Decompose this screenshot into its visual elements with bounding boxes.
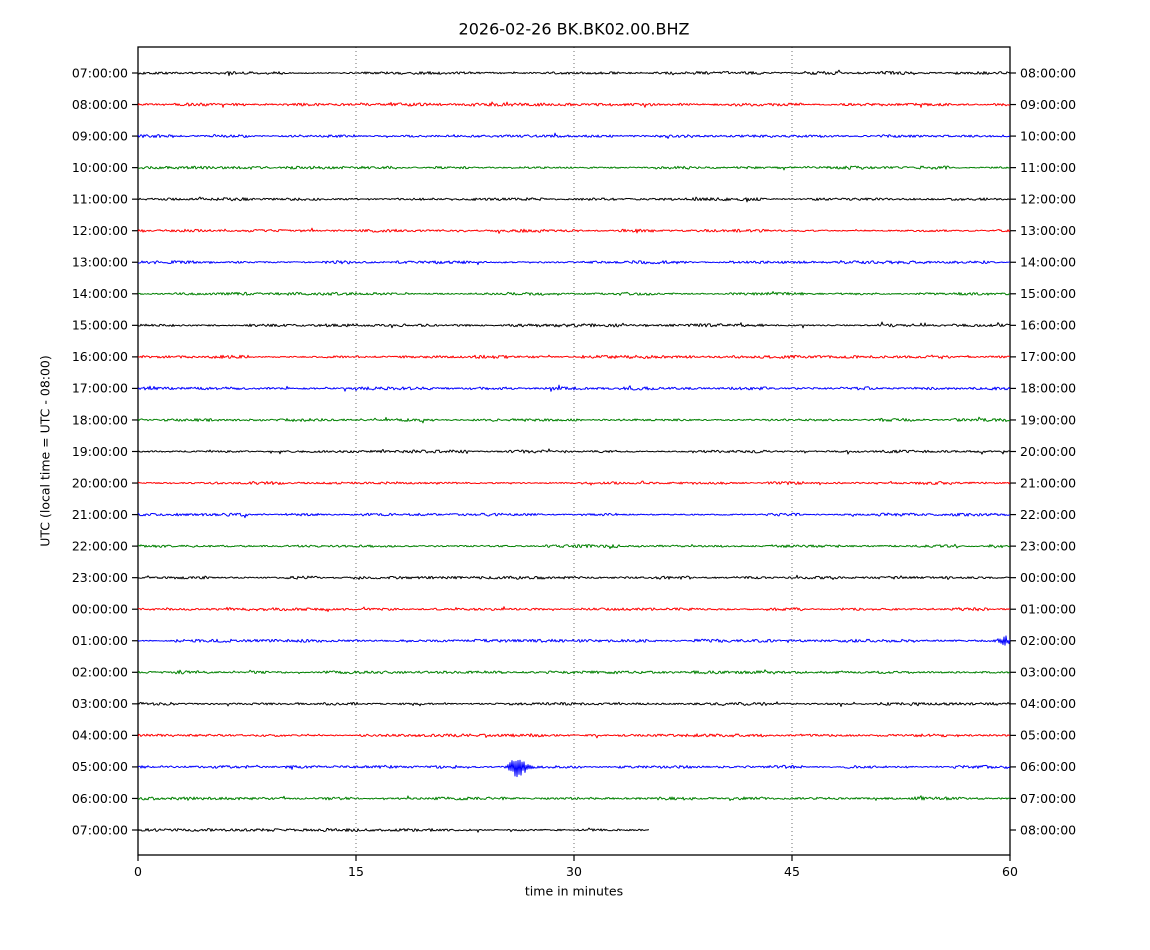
x-tick-label: 30 (566, 864, 582, 879)
row-left-label: 02:00:00 (72, 665, 128, 680)
row-left-label: 12:00:00 (72, 223, 128, 238)
x-tick-label: 45 (784, 864, 800, 879)
trace-row-000000 (137, 606, 1011, 613)
row-right-label: 08:00:00 (1020, 822, 1076, 837)
row-right-label: 20:00:00 (1020, 444, 1076, 459)
row-right-label: 11:00:00 (1020, 160, 1076, 175)
trace-row-150000 (137, 321, 1011, 329)
x-tick-label: 15 (348, 864, 364, 879)
row-left-label: 20:00:00 (72, 475, 128, 490)
trace-row-060000 (137, 795, 1011, 802)
row-right-label: 12:00:00 (1020, 191, 1076, 206)
row-right-label: 10:00:00 (1020, 128, 1076, 143)
row-right-label: 15:00:00 (1020, 286, 1076, 301)
row-left-label: 11:00:00 (72, 191, 128, 206)
row-right-label: 02:00:00 (1020, 633, 1076, 648)
row-right-label: 03:00:00 (1020, 665, 1076, 680)
trace-row-090000 (137, 132, 1011, 139)
row-left-label: 18:00:00 (72, 412, 128, 427)
row-left-label: 07:00:00 (72, 65, 128, 80)
row-right-label: 06:00:00 (1020, 759, 1076, 774)
row-right-label: 07:00:00 (1020, 791, 1076, 806)
row-right-label: 19:00:00 (1020, 412, 1076, 427)
row-left-label: 16:00:00 (72, 349, 128, 364)
trace-row-010000 (137, 635, 1011, 646)
row-left-label: 14:00:00 (72, 286, 128, 301)
row-right-label: 16:00:00 (1020, 318, 1076, 333)
row-right-label: 22:00:00 (1020, 507, 1076, 522)
trace-row-200000 (137, 480, 1011, 486)
row-right-label: 04:00:00 (1020, 696, 1076, 711)
row-right-label: 01:00:00 (1020, 602, 1076, 617)
row-right-label: 09:00:00 (1020, 97, 1076, 112)
trace-row-030000 (137, 701, 1011, 707)
row-left-label: 21:00:00 (72, 507, 128, 522)
row-left-label: 01:00:00 (72, 633, 128, 648)
trace-row-100000 (137, 165, 1011, 171)
row-left-label: 03:00:00 (72, 696, 128, 711)
row-left-label: 04:00:00 (72, 728, 128, 743)
trace-row-050000 (137, 759, 1011, 778)
trace-row-070000 (137, 827, 650, 833)
row-right-label: 21:00:00 (1020, 475, 1076, 490)
row-left-label: 00:00:00 (72, 602, 128, 617)
row-right-label: 23:00:00 (1020, 538, 1076, 553)
trace-row-130000 (137, 260, 1011, 266)
row-left-label: 15:00:00 (72, 318, 128, 333)
trace-row-160000 (137, 354, 1011, 360)
x-tick-label: 60 (1002, 864, 1018, 879)
row-left-label: 06:00:00 (72, 791, 128, 806)
row-right-label: 18:00:00 (1020, 381, 1076, 396)
trace-row-120000 (137, 227, 1011, 234)
row-left-label: 08:00:00 (72, 97, 128, 112)
x-tick-label: 0 (134, 864, 142, 879)
row-right-label: 14:00:00 (1020, 255, 1076, 270)
trace-row-020000 (137, 669, 1011, 675)
row-left-label: 17:00:00 (72, 381, 128, 396)
trace-row-220000 (137, 543, 1011, 550)
trace-row-040000 (137, 733, 1011, 739)
trace-row-110000 (137, 196, 1011, 203)
row-left-label: 23:00:00 (72, 570, 128, 585)
trace-row-230000 (137, 574, 1011, 580)
trace-row-180000 (137, 416, 1011, 424)
row-right-label: 17:00:00 (1020, 349, 1076, 364)
row-left-label: 07:00:00 (72, 822, 128, 837)
trace-row-170000 (137, 384, 1011, 392)
row-left-label: 09:00:00 (72, 128, 128, 143)
row-right-label: 13:00:00 (1020, 223, 1076, 238)
row-left-label: 10:00:00 (72, 160, 128, 175)
trace-row-140000 (137, 291, 1011, 296)
trace-row-190000 (137, 448, 1011, 455)
x-axis-label: time in minutes (524, 883, 624, 899)
trace-row-080000 (137, 101, 1011, 108)
row-left-label: 13:00:00 (72, 255, 128, 270)
row-left-label: 05:00:00 (72, 759, 128, 774)
row-left-label: 22:00:00 (72, 538, 128, 553)
row-left-label: 19:00:00 (72, 444, 128, 459)
row-right-label: 05:00:00 (1020, 728, 1076, 743)
row-right-label: 00:00:00 (1020, 570, 1076, 585)
trace-row-070000 (137, 69, 1011, 77)
trace-row-210000 (137, 512, 1011, 519)
chart-title: 2026-02-26 BK.BK02.00.BHZ (458, 19, 690, 39)
row-right-label: 08:00:00 (1020, 65, 1076, 80)
